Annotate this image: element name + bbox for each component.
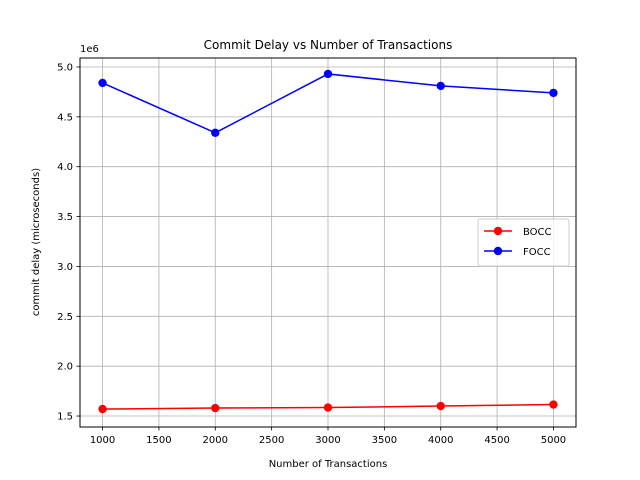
x-tick-label: 2500: [259, 435, 284, 446]
x-tick-label: 4000: [428, 435, 453, 446]
series-layer: [98, 69, 558, 414]
x-axis-ticks: 1000 1500 2000 2500 3000 3500 4000 4500 5000: [90, 427, 566, 446]
y-tick-label: 2.5: [57, 312, 73, 323]
x-tick-label: 3500: [372, 435, 397, 446]
y-tick-label: 2.0: [57, 362, 73, 373]
y-tick-label: 5.0: [57, 62, 73, 73]
x-tick-label: 5000: [541, 435, 566, 446]
data-point-bocc: [211, 403, 220, 413]
legend-marker-focc: [493, 246, 503, 256]
grid-lines: [80, 58, 576, 427]
data-point-bocc: [436, 401, 445, 411]
x-tick-label: 4500: [484, 435, 509, 446]
legend: BOCC FOCC: [477, 218, 570, 267]
x-tick-label: 1500: [146, 435, 171, 446]
y-axis-label: commit delay (microseconds): [31, 168, 42, 316]
legend-label-bocc: BOCC: [523, 227, 552, 238]
y-tick-label: 1.5: [57, 412, 73, 423]
y-offset-label: 1e6: [80, 44, 99, 55]
y-tick-label: 3.5: [57, 212, 73, 223]
x-tick-label: 3000: [315, 435, 340, 446]
data-point-focc: [211, 128, 220, 137]
data-point-focc: [549, 88, 558, 98]
x-axis-label: Number of Transactions: [269, 459, 388, 470]
y-tick-label: 4.5: [57, 112, 73, 123]
data-point-focc: [436, 81, 445, 91]
data-point-bocc: [549, 400, 558, 409]
x-tick-label: 1000: [90, 435, 115, 446]
legend-label-focc: FOCC: [523, 247, 551, 258]
y-axis-ticks: 1.5 2.0 2.5 3.0 3.5 4.0 4.5 5.0: [57, 62, 80, 423]
y-tick-label: 4.0: [57, 162, 73, 173]
data-point-bocc: [98, 404, 107, 414]
data-point-focc: [323, 69, 333, 79]
y-tick-label: 3.0: [57, 262, 73, 273]
x-tick-label: 2000: [203, 435, 228, 446]
data-point-focc: [98, 78, 107, 88]
data-point-bocc: [323, 403, 333, 412]
legend-marker-bocc: [493, 226, 503, 236]
chart-title: Commit Delay vs Number of Transactions: [204, 38, 453, 52]
